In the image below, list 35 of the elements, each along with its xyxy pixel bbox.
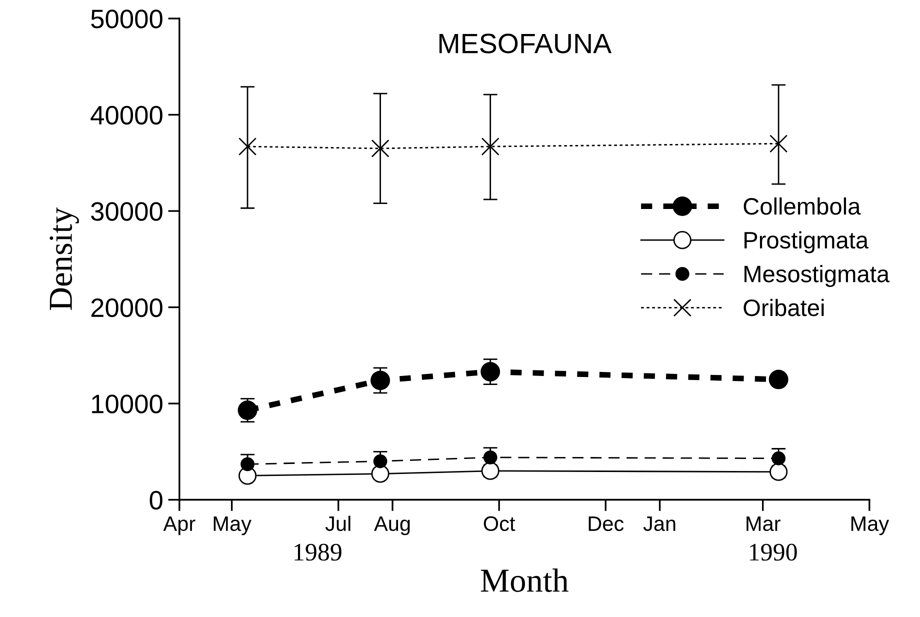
legend-label: Collembola — [744, 197, 861, 215]
point — [370, 370, 390, 390]
x-tick-label: Oct — [484, 516, 516, 532]
point — [481, 137, 500, 156]
point — [373, 454, 388, 468]
y-tick-label: 40000 — [90, 106, 162, 125]
y-tick-label: 50000 — [91, 10, 162, 28]
chart-title: MESOFAUNA — [439, 34, 612, 54]
point — [238, 137, 257, 156]
legend-label: Oribatei — [744, 298, 824, 316]
x-tick-label: May — [851, 516, 890, 536]
y-axis-title: Density — [50, 207, 79, 310]
legend-label: Prostigmata — [744, 231, 869, 254]
x-tick-label: Aug — [374, 516, 410, 536]
point — [483, 450, 498, 464]
x-tick-label: Apr — [163, 516, 196, 536]
text: 1989 — [294, 544, 342, 561]
x-tick-label: May — [214, 516, 252, 536]
point — [371, 139, 390, 158]
point — [768, 370, 788, 390]
x-tick-label: Mar — [746, 516, 780, 532]
y-tick-label: 0 — [150, 490, 162, 510]
point — [240, 457, 254, 472]
x-axis-title: Month — [480, 568, 568, 592]
x-tick-label: Jan — [643, 516, 676, 532]
point — [770, 134, 788, 153]
point — [772, 451, 786, 466]
legend-label: Mesostigmata — [744, 265, 890, 288]
y-tick-label: 30000 — [91, 202, 162, 221]
x-tick-label: Jul — [325, 516, 350, 532]
point — [480, 362, 500, 382]
y-tick-label: 10000 — [92, 394, 162, 414]
text: 1990 — [750, 544, 797, 561]
y-tick-label: 20000 — [91, 298, 162, 318]
x-tick-label: Dec — [588, 516, 624, 532]
